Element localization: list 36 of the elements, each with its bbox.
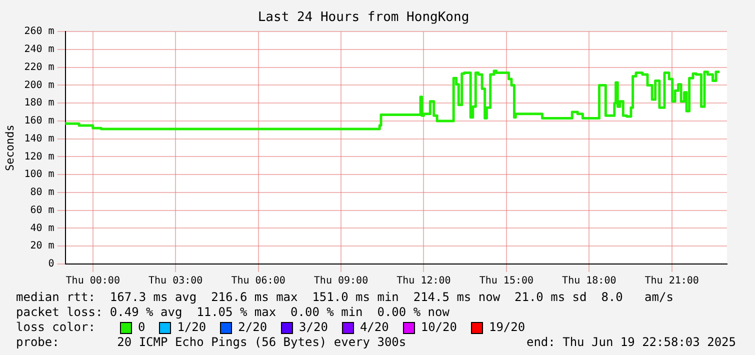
text: probe: 20 ICMP Echo Pings (56 Bytes) every 300s — [16, 335, 406, 350]
x-tick-label: Thu 18:00 — [562, 276, 616, 287]
text: 3/20 — [299, 320, 328, 335]
x-tick-label: Thu 21:00 — [644, 276, 699, 287]
text: median rtt: 167.3 ms avg 216.6 ms max 151.0 ms min 214.5 ms now 21.0 ms sd 8.0 am/s — [16, 290, 674, 305]
y-tick-label: 20 m — [30, 240, 54, 252]
y-tick-label: 180 m — [24, 98, 54, 109]
y-tick-label: 80 m — [30, 187, 54, 198]
text: 19/20 — [488, 320, 526, 335]
x-tick-label: Thu 09:00 — [314, 276, 368, 287]
y-tick-label: 200 m — [24, 80, 54, 91]
text: 1/20 — [177, 320, 206, 335]
text: end: Thu Jun 19 22:58:03 2025 — [526, 335, 736, 350]
y-tick-label: 120 m — [24, 151, 54, 162]
y-tick-label: 220 m — [24, 62, 54, 73]
x-tick-label: Thu 06:00 — [231, 276, 286, 287]
y-axis-title: Seconds — [3, 124, 16, 171]
y-tick-label: 240 m — [24, 44, 54, 56]
text: packet loss: 0.49 % avg 11.05 % max 0.00 % min 0.00 % now — [16, 305, 450, 320]
text: 0 — [138, 320, 146, 335]
text: loss color: — [16, 320, 96, 335]
y-tick-label: 160 m — [24, 116, 54, 127]
y-tick-label: 60 m — [30, 204, 54, 216]
x-tick-label: Thu 03:00 — [148, 276, 203, 287]
y-tick-label: 260 m — [24, 26, 54, 38]
chart-title: Last 24 Hours from HongKong — [258, 10, 470, 26]
x-tick-label: Thu 00:00 — [66, 276, 120, 287]
y-tick-label: 40 m — [30, 222, 54, 234]
y-tick-label: 100 m — [24, 169, 54, 180]
text: 4/20 — [360, 320, 389, 335]
y-tick-label: 140 m — [24, 133, 54, 144]
y-tick-label: 0 — [48, 258, 54, 270]
text: 2/20 — [238, 320, 268, 335]
x-tick-label: Thu 15:00 — [479, 276, 534, 287]
x-tick-label: Thu 12:00 — [396, 276, 451, 287]
text: 10/20 — [420, 320, 457, 335]
